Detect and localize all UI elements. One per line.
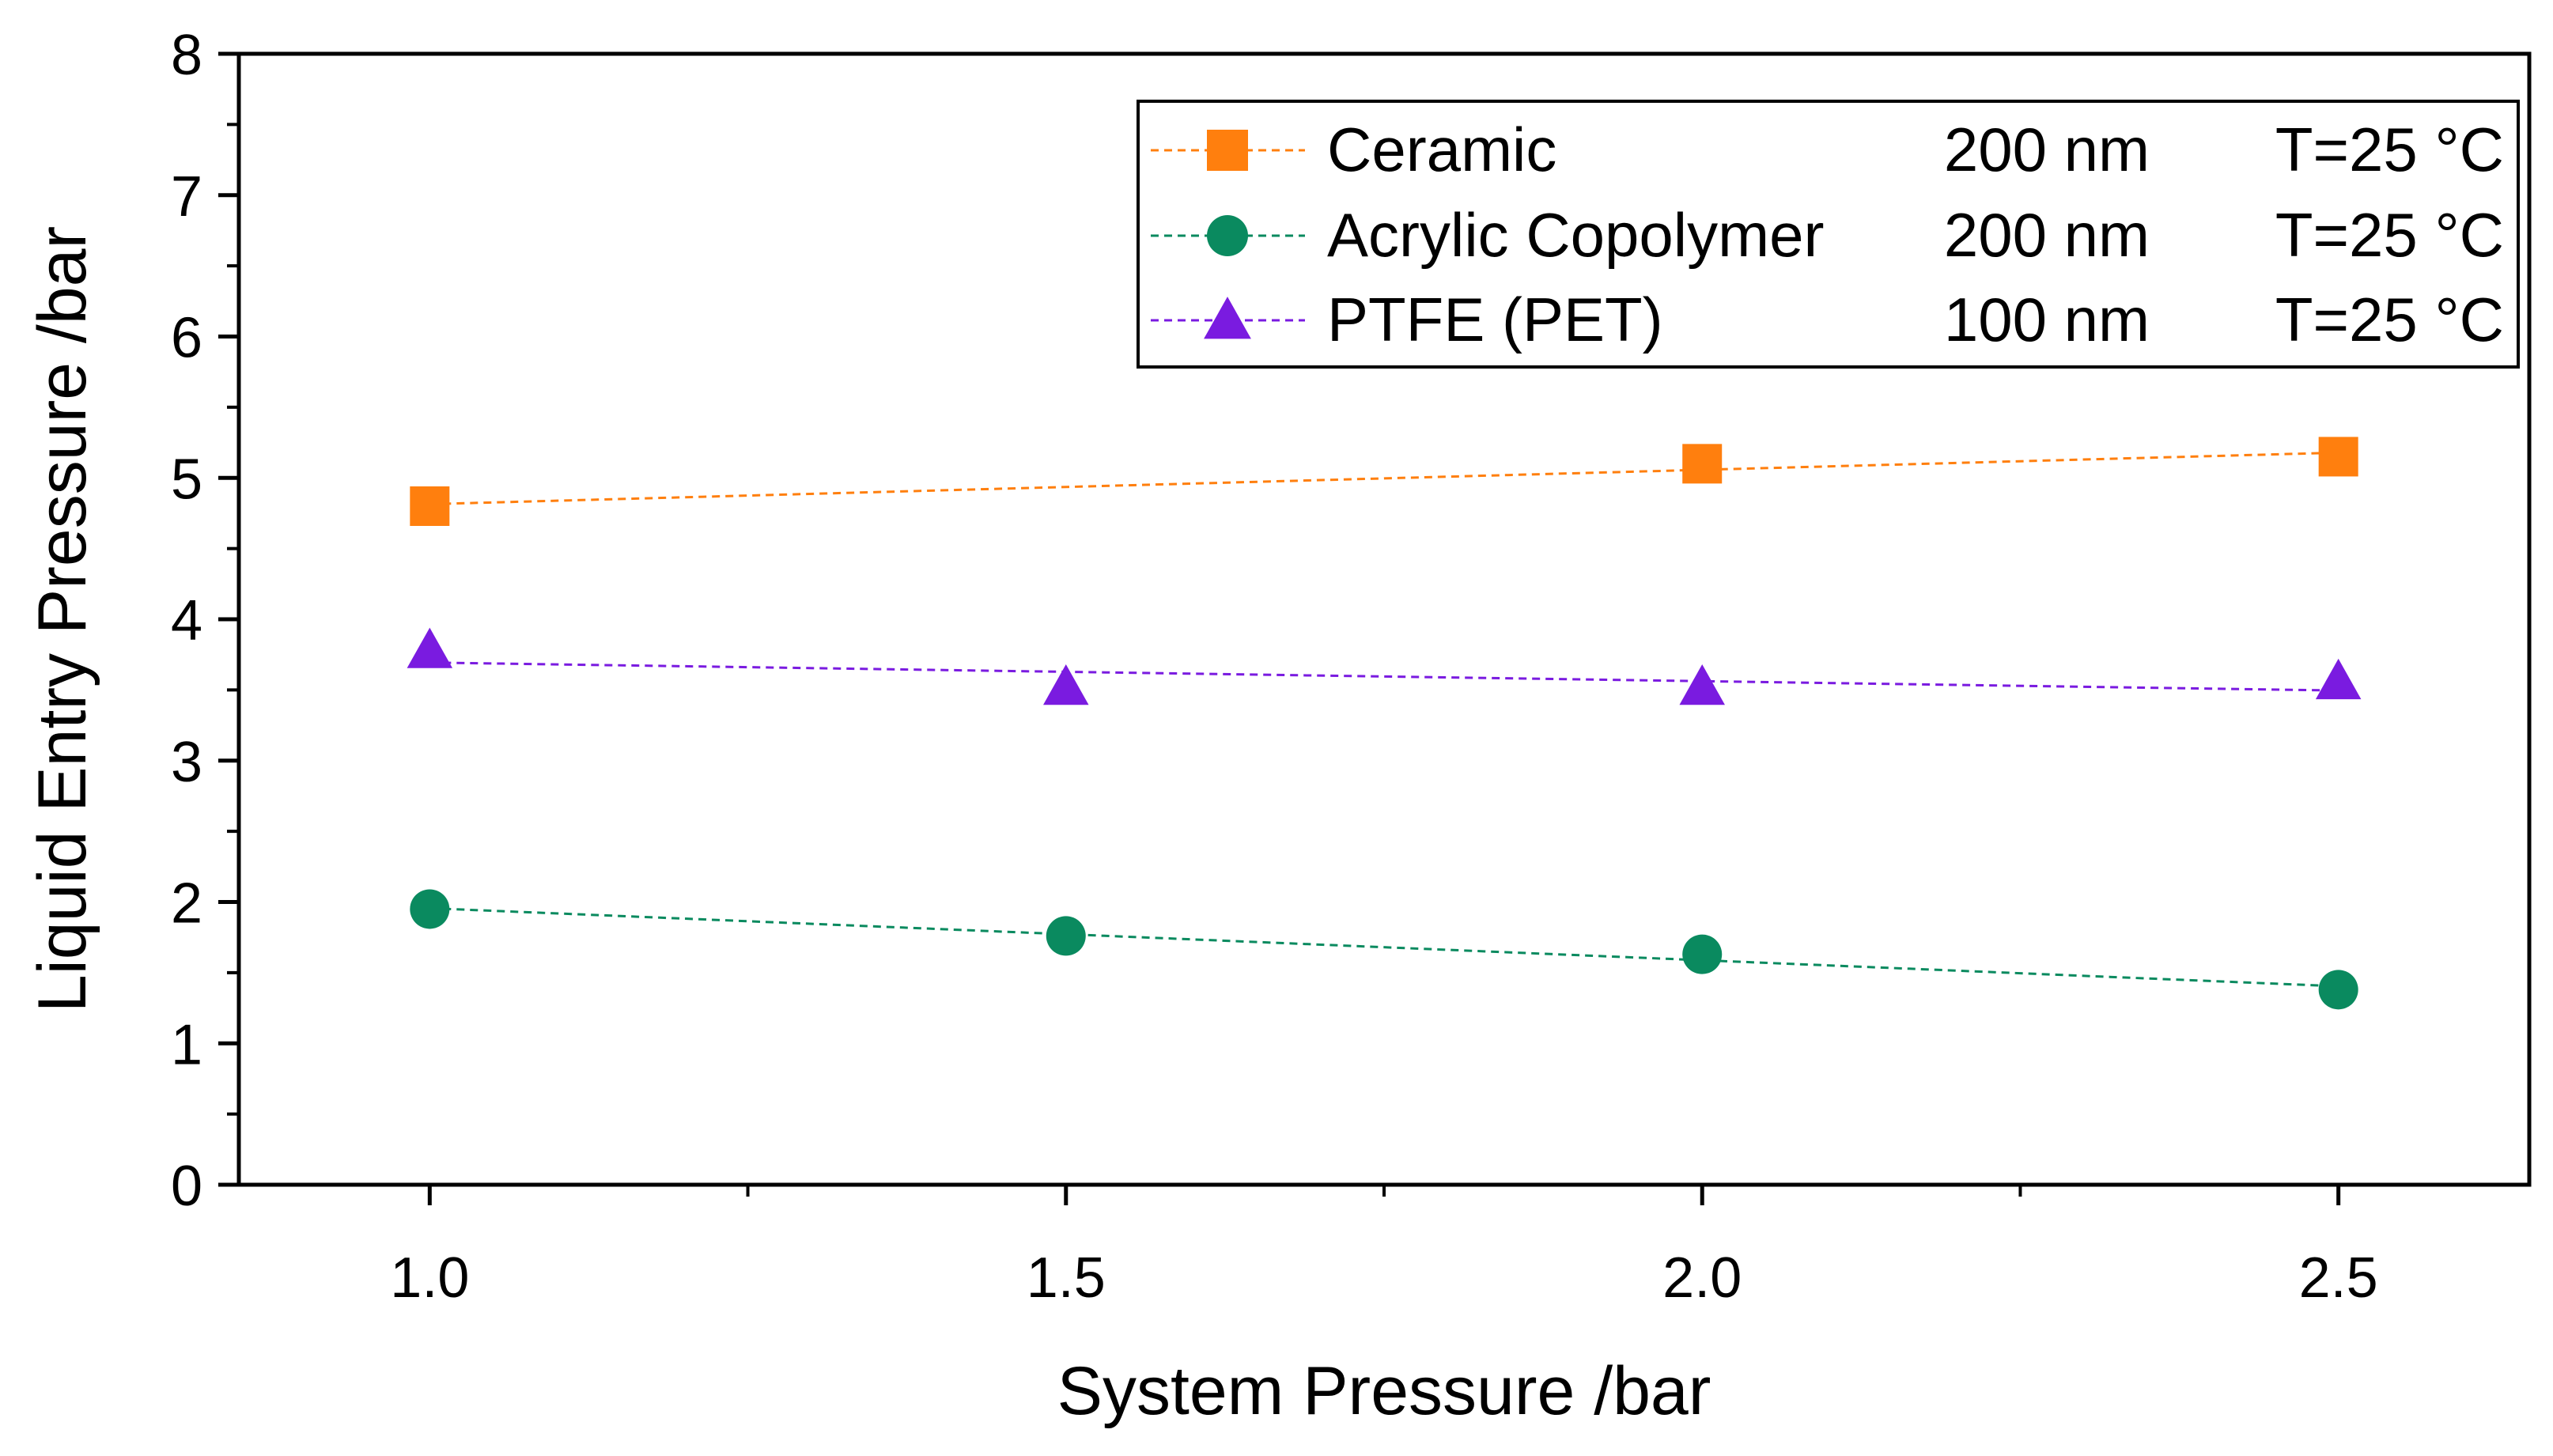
legend-label: Acrylic Copolymer: [1327, 200, 1824, 270]
series-1-point: [1682, 934, 1723, 974]
legend-label: PTFE (PET): [1327, 285, 1663, 354]
series-2-point: [407, 627, 453, 668]
y-tick-label: 3: [171, 731, 202, 794]
y-tick-label: 6: [171, 307, 202, 370]
legend-frame: [1137, 100, 2520, 369]
series-1-point: [410, 889, 450, 929]
y-tick-label: 2: [171, 872, 202, 936]
x-tick-label: 1.0: [390, 1246, 469, 1310]
legend-pore-size: 200 nm: [1944, 115, 2150, 184]
y-tick-label: 8: [171, 24, 202, 87]
series-0-point: [410, 486, 450, 526]
legend-temperature: T=25 °C: [2275, 200, 2504, 270]
legend-temperature: T=25 °C: [2275, 285, 2504, 354]
y-tick-label: 0: [171, 1155, 202, 1218]
y-tick-label: 5: [171, 448, 202, 511]
legend-marker: [1207, 130, 1248, 171]
legend-marker: [1207, 215, 1248, 256]
legend: Ceramic 200 nm T=25 °C Acrylic Copolymer 200…: [1137, 100, 2520, 369]
series-0-point: [2318, 437, 2358, 477]
series-2-point: [2315, 658, 2362, 700]
series-1-point: [2318, 970, 2358, 1010]
x-tick-label: 2.0: [1662, 1246, 1742, 1310]
legend-pore-size: 200 nm: [1944, 200, 2150, 270]
x-tick-label: 1.5: [1027, 1246, 1106, 1310]
series-1-point: [1046, 916, 1086, 956]
y-tick-label: 4: [171, 589, 202, 652]
series-2-point: [1043, 664, 1089, 705]
y-tick-label: 1: [171, 1013, 202, 1076]
series-2-point: [1679, 664, 1725, 705]
series-2-trend-line: [429, 661, 2339, 692]
y-axis-label: Liquid Entry Pressure /bar: [25, 226, 100, 1012]
legend-pore-size: 100 nm: [1944, 285, 2150, 354]
legend-marker: [1204, 297, 1251, 339]
legend-label: Ceramic: [1327, 115, 1556, 184]
series-0-trend-line: [429, 451, 2339, 505]
series-0-point: [1682, 444, 1723, 484]
legend-temperature: T=25 °C: [2275, 115, 2504, 184]
series-1-trend-line: [429, 906, 2339, 988]
y-tick-label: 7: [171, 165, 202, 229]
axes-layer: 0 1 2 3 4 5 6 7 8 1.0 1.5 2.0 2.5: [171, 24, 2378, 1310]
data-layer: [407, 437, 2362, 1010]
x-tick-label: 2.5: [2299, 1246, 2378, 1310]
x-axis-label: System Pressure /bar: [1057, 1353, 1711, 1429]
